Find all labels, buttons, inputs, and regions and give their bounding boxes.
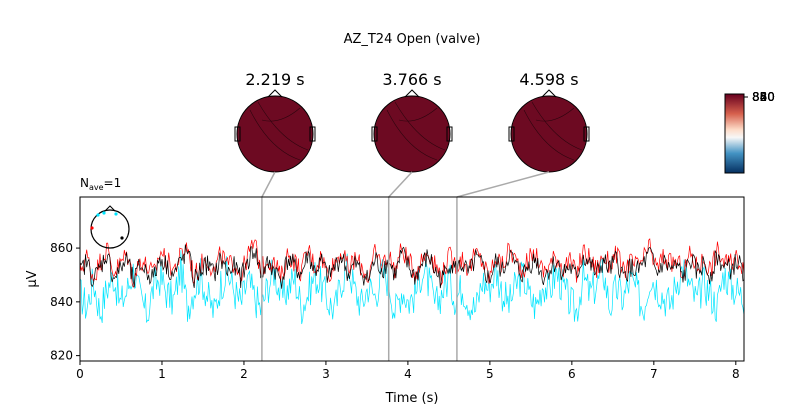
trace-group <box>79 238 745 325</box>
topomap-time-label: 3.766 s <box>382 70 441 89</box>
topomap-right-ear <box>583 126 590 142</box>
topomap-right-ear <box>309 126 316 142</box>
x-tick-label: 3 <box>322 367 330 381</box>
y-axis-ticks: 820 840 860 <box>50 241 80 363</box>
sensor-dot <box>96 213 100 217</box>
colorbar-tick-label: 850 <box>752 90 775 104</box>
topomap-left-ear <box>371 126 378 142</box>
topomap-contours <box>386 101 446 161</box>
trace-line <box>79 238 745 288</box>
colorbar-tick-label: 860 <box>752 90 775 104</box>
sensor-dot <box>120 236 124 240</box>
topomap-right-ear <box>446 126 453 142</box>
topomap-2: 3.766 s <box>371 70 453 173</box>
topomap-contours <box>523 101 583 161</box>
colorbar-tick-label: 880 <box>752 90 775 104</box>
y-tick-label: 820 <box>50 349 73 363</box>
y-tick-label: 860 <box>50 241 73 255</box>
topomap-connector-line <box>261 171 276 198</box>
topomap-head <box>236 95 314 173</box>
topomap-time-label: 4.598 s <box>519 70 578 89</box>
x-tick-label: 2 <box>240 367 248 381</box>
x-tick-label: 6 <box>568 367 576 381</box>
topomap-connector-line <box>456 171 550 198</box>
topomap-1: 2.219 s <box>234 70 316 173</box>
sensor-dot <box>114 212 118 216</box>
x-axis-ticks: 0 1 2 3 4 5 6 7 8 <box>76 361 740 381</box>
topomap-head <box>510 95 588 173</box>
trace-line <box>79 250 745 325</box>
topomap-left-ear <box>508 126 515 142</box>
colorbar-gradient <box>724 93 745 174</box>
x-tick-label: 8 <box>732 367 740 381</box>
x-tick-label: 0 <box>76 367 84 381</box>
y-axis-label: µV <box>25 270 40 287</box>
topomap-connector-line <box>388 171 413 198</box>
sensor-dot <box>102 211 106 215</box>
figure-title: AZ_T24 Open (valve) <box>344 32 481 47</box>
sensor-nose <box>104 205 116 212</box>
x-tick-label: 5 <box>486 367 494 381</box>
topomap-nose <box>404 89 420 98</box>
trace-line <box>79 244 745 289</box>
x-tick-label: 4 <box>404 367 412 381</box>
topomap-time-label: 2.219 s <box>245 70 304 89</box>
colorbar: 880 860 850 840 820 <box>724 90 775 174</box>
x-tick-label: 1 <box>158 367 166 381</box>
topomap-nose <box>267 89 283 98</box>
x-axis-label: Time (s) <box>385 391 439 406</box>
sensor-inset <box>90 205 130 249</box>
topomap-head <box>373 95 451 173</box>
topomap-left-ear <box>234 126 241 142</box>
topomap-connectors <box>261 171 550 198</box>
topomap-contours <box>249 101 309 161</box>
sensor-dot <box>90 226 94 230</box>
time-markers <box>261 197 458 361</box>
y-tick-label: 840 <box>50 295 73 309</box>
plot-frame <box>79 196 745 362</box>
x-tick-label: 7 <box>650 367 658 381</box>
nave-label: Nave=1 <box>80 176 121 192</box>
colorbar-tick-label: 820 <box>752 90 775 104</box>
topomap-nose <box>541 89 557 98</box>
topomap-3: 4.598 s <box>508 70 590 173</box>
colorbar-tick-label: 840 <box>752 90 775 104</box>
